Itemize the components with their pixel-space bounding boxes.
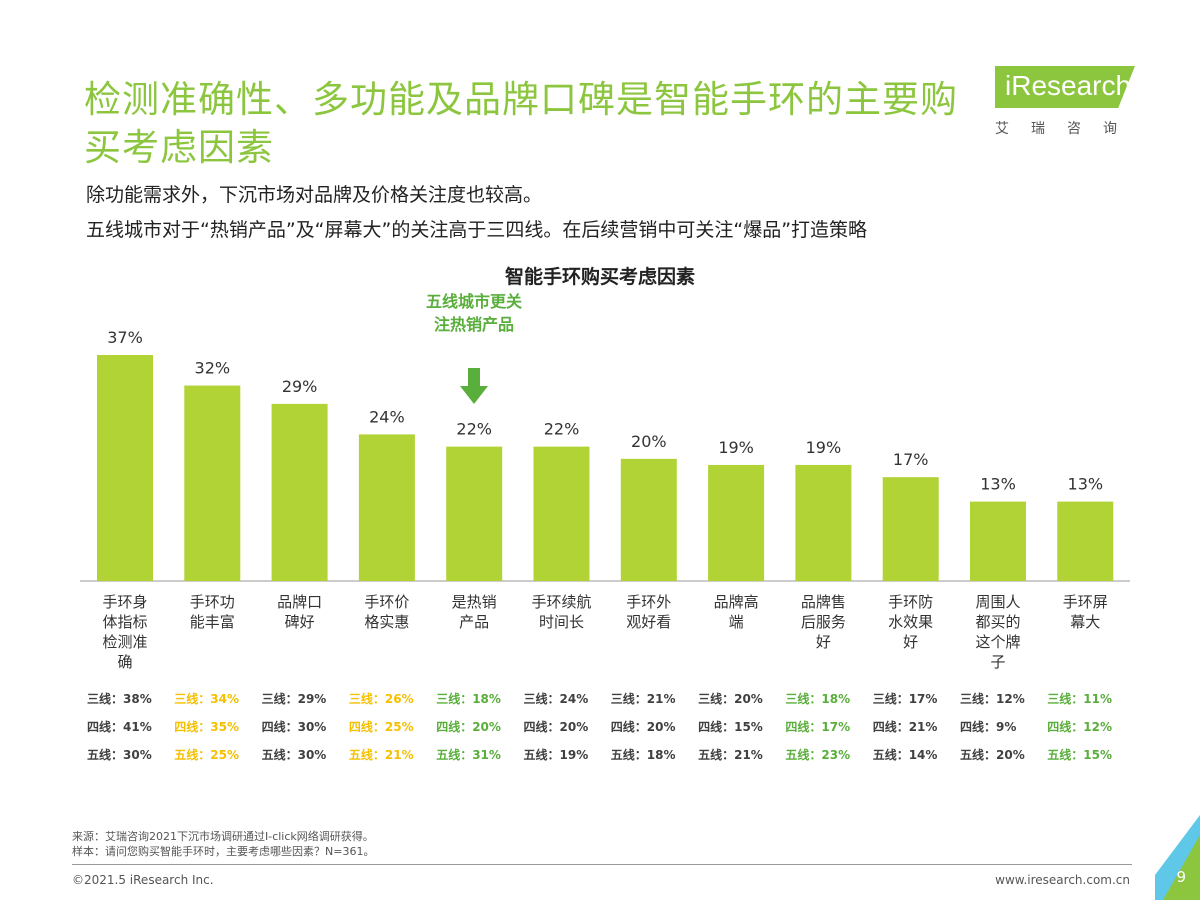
breakdown-1-value: 四线：25% bbox=[348, 720, 414, 734]
data-label: 24% bbox=[369, 407, 405, 426]
bar bbox=[358, 434, 415, 581]
subtitle-1: 除功能需求外，下沉市场对品牌及价格关注度也较高。 bbox=[86, 184, 543, 206]
subtitle-2: 五线城市对于“热销产品”及“屏幕大”的关注高于三四线。在后续营销中可关注“爆品”… bbox=[86, 219, 868, 241]
breakdown-0-value: 三线：24% bbox=[523, 692, 589, 706]
bar bbox=[533, 446, 590, 581]
breakdown-0-value: 三线：34% bbox=[174, 692, 240, 706]
breakdown-0-value: 三线：11% bbox=[1047, 692, 1113, 706]
breakdown-0-value: 三线：18% bbox=[785, 692, 851, 706]
breakdown-2-value: 五线：14% bbox=[872, 748, 938, 762]
breakdown-2-value: 五线：31% bbox=[436, 748, 501, 762]
website-url: www.iresearch.com.cn bbox=[995, 873, 1130, 887]
breakdown-2-value: 五线：19% bbox=[523, 748, 589, 762]
data-label: 22% bbox=[544, 420, 580, 439]
bar bbox=[882, 477, 939, 581]
category-label: 品牌口 碑好 bbox=[277, 593, 323, 631]
data-label: 17% bbox=[893, 450, 929, 469]
data-label: 13% bbox=[980, 475, 1016, 494]
category-label: 品牌售 后服务好 bbox=[800, 593, 846, 651]
category-label: 品牌高端 bbox=[713, 593, 759, 631]
breakdown-2-value: 五线：20% bbox=[960, 748, 1025, 762]
bar bbox=[1057, 501, 1114, 581]
bar bbox=[446, 446, 503, 581]
data-label: 22% bbox=[456, 420, 492, 439]
breakdown-0-value: 三线：17% bbox=[872, 692, 938, 706]
category-label: 手环价 格实惠 bbox=[364, 593, 410, 631]
breakdown-0-value: 三线：21% bbox=[610, 692, 676, 706]
breakdown-0-value: 三线：12% bbox=[960, 692, 1025, 706]
chart-title: 智能手环购买考虑因素 bbox=[504, 266, 695, 288]
breakdown-1-value: 四线：20% bbox=[436, 720, 501, 734]
breakdown-2-value: 五线：30% bbox=[261, 748, 327, 762]
bar bbox=[795, 464, 852, 581]
category-label: 手环续航 时间长 bbox=[531, 593, 592, 631]
breakdown-2-value: 五线：30% bbox=[87, 748, 152, 762]
breakdown-2-value: 五线：15% bbox=[1047, 748, 1113, 762]
sample-note: 样本：请问您购买智能手环时，主要考虑哪些因素？N=361。 bbox=[72, 845, 375, 858]
data-label: 37% bbox=[107, 328, 143, 347]
bar bbox=[184, 385, 241, 581]
bar bbox=[708, 464, 765, 581]
bar bbox=[97, 355, 153, 581]
down-arrow-icon bbox=[460, 368, 488, 404]
corner-decoration bbox=[1155, 815, 1200, 900]
source-note: 来源：艾瑞咨询2021下沉市场调研通过I-click网络调研获得。 bbox=[72, 830, 374, 843]
category-label: 是热销 产品 bbox=[451, 593, 497, 631]
category-label: 手环屏 幕大 bbox=[1062, 593, 1108, 631]
category-label: 手环防 水效果好 bbox=[888, 593, 934, 651]
bar bbox=[620, 458, 677, 581]
data-label: 20% bbox=[631, 432, 667, 451]
breakdown-1-value: 四线：9% bbox=[960, 720, 1017, 734]
data-label: 19% bbox=[806, 438, 842, 457]
breakdown-0-value: 三线：26% bbox=[348, 692, 414, 706]
data-label: 19% bbox=[718, 438, 754, 457]
breakdown-1-value: 四线：41% bbox=[87, 720, 152, 734]
breakdown-1-value: 四线：12% bbox=[1047, 720, 1113, 734]
footer-divider bbox=[72, 864, 1132, 865]
breakdown-0-value: 三线：38% bbox=[87, 692, 152, 706]
data-label: 29% bbox=[282, 377, 318, 396]
breakdown-2-value: 五线：21% bbox=[348, 748, 414, 762]
data-label: 13% bbox=[1068, 475, 1104, 494]
category-label: 周围人 都买的 这个牌子 bbox=[975, 593, 1021, 671]
breakdown-1-value: 四线：30% bbox=[261, 720, 327, 734]
breakdown-1-value: 四线：35% bbox=[174, 720, 240, 734]
breakdown-0-value: 三线：29% bbox=[261, 692, 327, 706]
category-label: 手环功 能丰富 bbox=[189, 593, 235, 631]
breakdown-0-value: 三线：20% bbox=[698, 692, 763, 706]
copyright: ©2021.5 iResearch Inc. bbox=[72, 873, 214, 887]
breakdown-1-value: 四线：15% bbox=[698, 720, 763, 734]
bar bbox=[970, 501, 1026, 581]
iresearch-logo: iResearch 艾瑞咨询 bbox=[985, 58, 1150, 158]
breakdown-1-value: 四线：20% bbox=[610, 720, 676, 734]
breakdown-1-value: 四线：20% bbox=[523, 720, 589, 734]
breakdown-2-value: 五线：25% bbox=[174, 748, 240, 762]
breakdown-1-value: 四线：17% bbox=[785, 720, 851, 734]
breakdown-2-value: 五线：23% bbox=[785, 748, 851, 762]
category-label: 手环外 观好看 bbox=[626, 593, 672, 631]
page-number: 9 bbox=[1176, 868, 1186, 886]
annotation: 五线城市更关注热销产品 bbox=[425, 292, 522, 334]
breakdown-2-value: 五线：21% bbox=[698, 748, 763, 762]
data-label: 32% bbox=[195, 359, 231, 378]
page-title: 检测准确性、多功能及品牌口碑是智能手环的主要购买考虑因素 bbox=[84, 78, 958, 169]
category-label: 手环身 体指标 检测准确 bbox=[102, 593, 148, 671]
breakdown-2-value: 五线：18% bbox=[610, 748, 676, 762]
breakdown-0-value: 三线：18% bbox=[436, 692, 501, 706]
breakdown-1-value: 四线：21% bbox=[872, 720, 938, 734]
bar bbox=[271, 403, 328, 581]
